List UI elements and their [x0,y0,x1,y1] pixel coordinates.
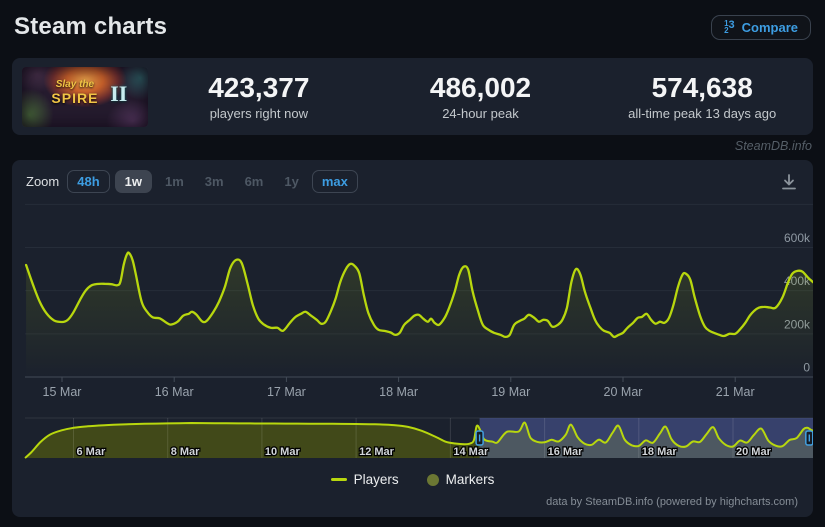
stat-alltime-peak-label: all-time peak 13 days ago [628,105,777,121]
stats-panel: Slay the SPIRE II 423,377 players right … [12,58,813,135]
navigator-right-handle[interactable] [805,430,813,446]
range-button-1w[interactable]: 1w [114,169,152,193]
navigator-left-handle[interactable] [475,430,484,446]
stat-24h-peak-label: 24-hour peak [442,105,519,121]
navigator-label: 10 Mar [265,446,301,458]
stat-24h-peak-value: 486,002 [429,72,532,104]
navigator-label: 8 Mar [171,446,200,458]
x-axis-label: 21 Mar [716,385,755,399]
navigator-label: 6 Mar [77,446,106,458]
navigator-label: 16 Mar [548,446,584,458]
x-axis-label: 17 Mar [267,385,306,399]
download-icon[interactable] [779,172,799,192]
navigator-selected-range[interactable] [479,418,813,458]
range-button-6m: 6m [237,170,272,193]
zoom-label: Zoom [26,173,60,189]
game-capsule[interactable]: Slay the SPIRE II [22,66,148,127]
stat-current-players-value: 423,377 [208,72,310,104]
x-axis-label: 15 Mar [43,385,82,399]
zoom-toolbar: Zoom 48h 1w 1m 3m 6m 1y max [12,160,813,202]
markers-dot-marker [426,473,439,486]
chart-legend: Players Markers [12,472,813,487]
range-button-1m: 1m [157,170,192,193]
chart-credits: data by SteamDB.info (powered by highcha… [546,496,798,508]
range-button-1y: 1y [276,170,306,193]
navigator-label: 12 Mar [359,446,395,458]
game-logo: Slay the SPIRE [51,78,99,106]
x-axis-label: 19 Mar [491,385,530,399]
navigator-label: 20 Mar [736,446,772,458]
range-button-3m: 3m [197,170,232,193]
x-axis-label: 16 Mar [155,385,194,399]
steamdb-watermark: SteamDB.info [734,139,812,153]
page-title: Steam charts [14,13,168,40]
compare-label: Compare [741,19,798,35]
range-button-max[interactable]: max [311,169,358,193]
x-axis-label: 20 Mar [604,385,643,399]
stat-current-players-label: players right now [209,105,308,121]
range-button-48h[interactable]: 48h [67,169,110,193]
legend-item-players[interactable]: Players [330,472,399,487]
navigator-label: 18 Mar [642,446,678,458]
stat-alltime-peak: 574,638 all-time peak 13 days ago [591,72,813,120]
stat-current-players: 423,377 players right now [148,72,370,120]
y-axis-label: 600k [784,231,811,245]
legend-item-markers[interactable]: Markers [426,472,494,487]
game-logo-numeral: II [110,80,128,106]
stat-alltime-peak-value: 574,638 [651,72,753,104]
stat-24h-peak: 486,002 24-hour peak [370,72,592,120]
players-line-marker [330,478,347,481]
x-axis-label: 18 Mar [379,385,418,399]
navigator-label: 14 Mar [453,446,489,458]
